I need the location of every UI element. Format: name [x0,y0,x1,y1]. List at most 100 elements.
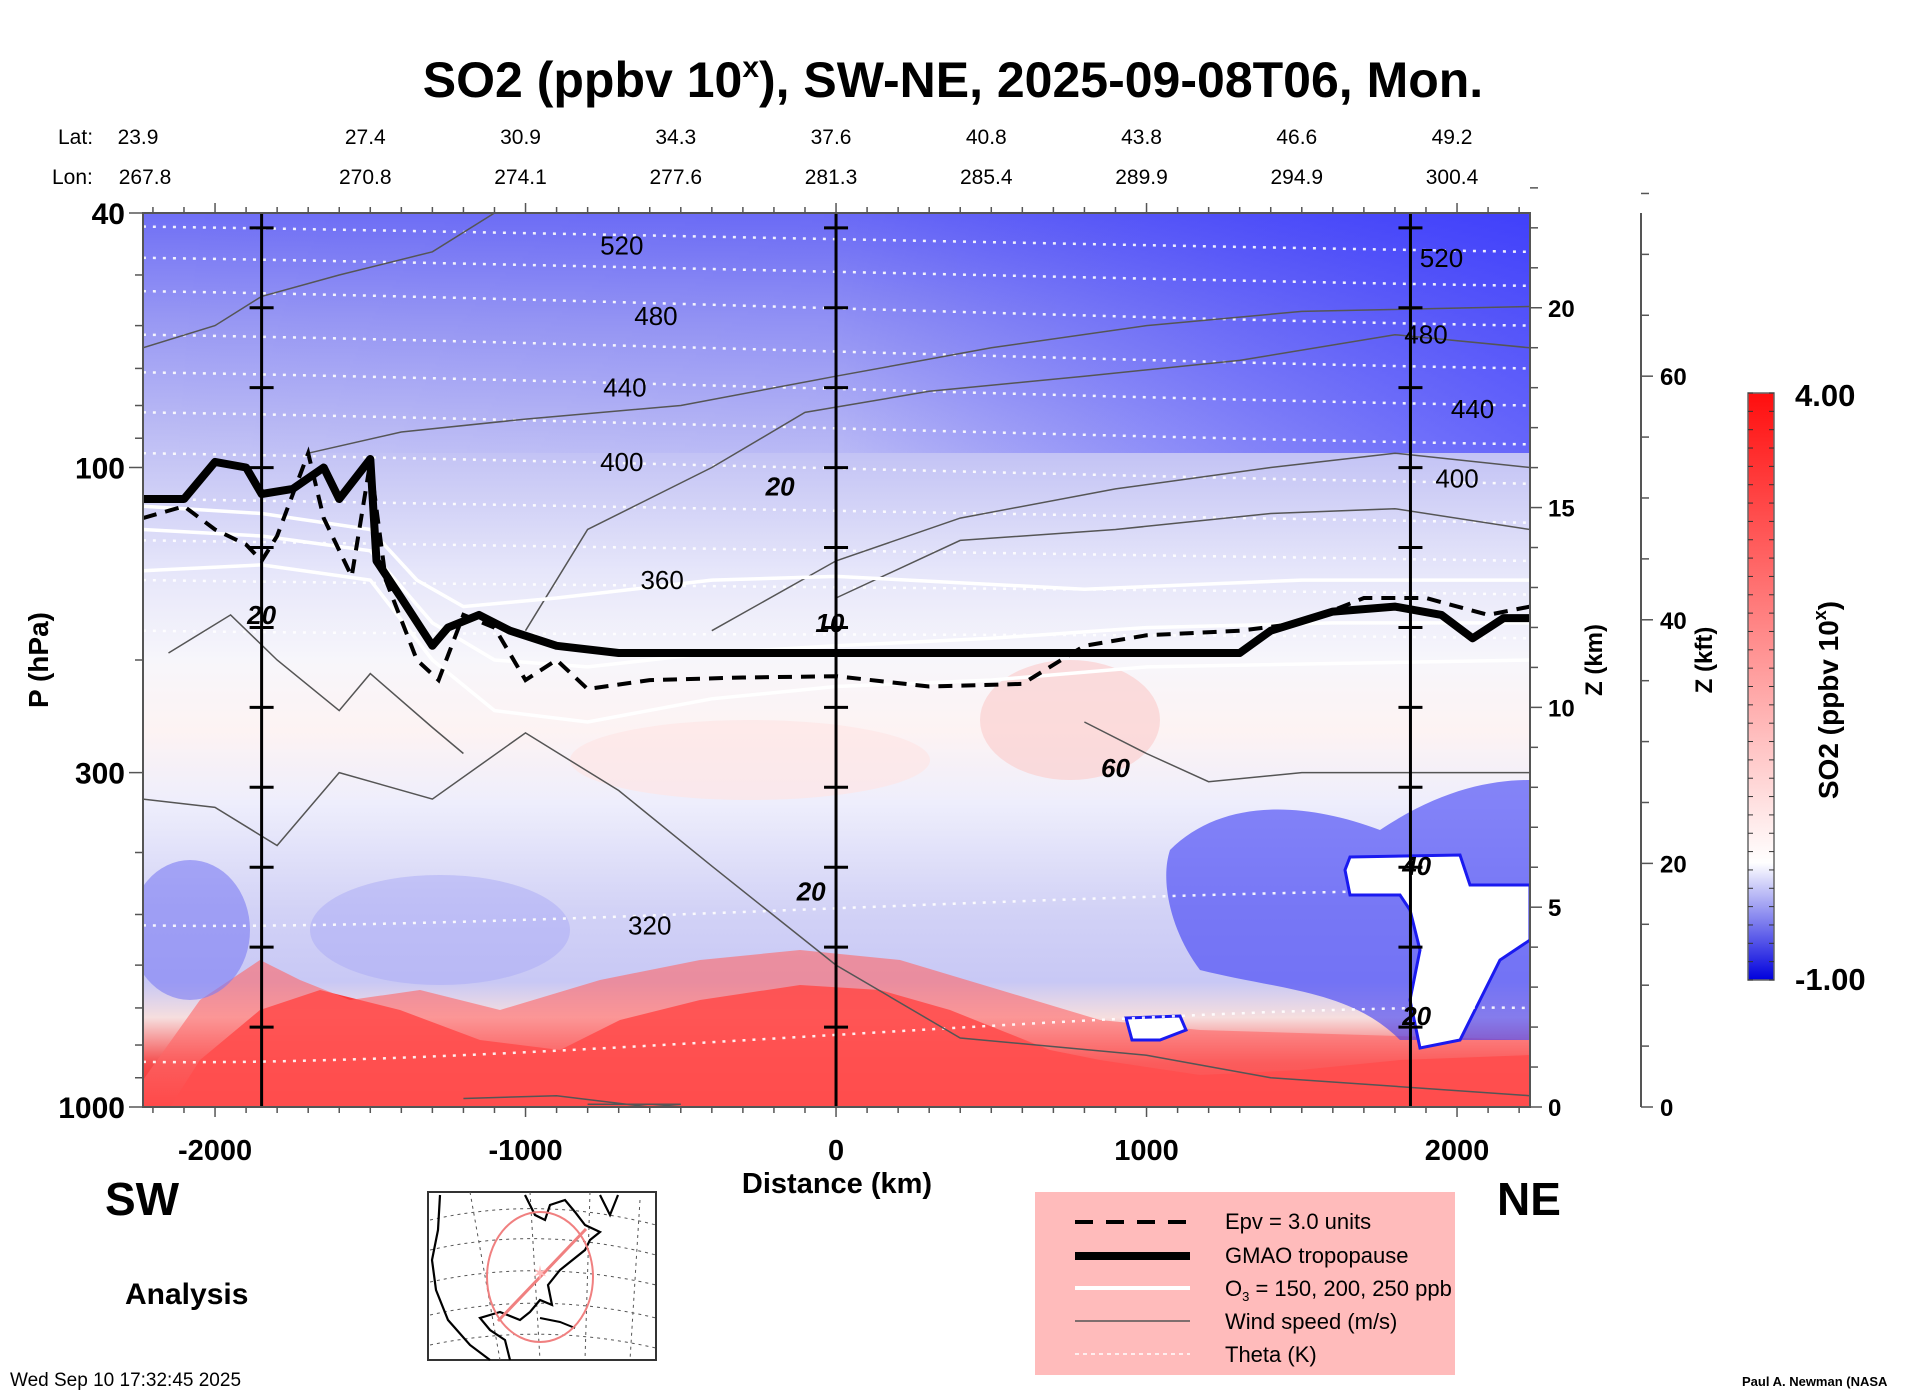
theta-label: 360 [640,565,683,595]
z-km-tick-label: 5 [1548,895,1561,922]
theta-label: 520 [600,231,643,261]
so2-missing-white [1343,853,1530,1050]
o3-contour [143,527,1530,669]
so2-mid-pink2 [570,720,930,800]
legend-tropopause-label: GMAO tropopause [1225,1243,1408,1268]
theta-line [143,333,1530,370]
z-km-tick-label: 20 [1548,296,1575,323]
wind-contour [168,613,464,755]
legend-o3-label: O3 = 150, 200, 250 ppb [1225,1276,1452,1304]
wind-contour [463,1094,681,1107]
wind-speed-label: 40 [1401,851,1431,881]
colorbar-label: SO2 (ppbv 10x) [1810,601,1844,799]
inset-map: ✶ [427,1191,657,1361]
lat-value: 34.3 [655,126,696,149]
theta-label: 320 [628,910,671,940]
footer-timestamp: Wed Sep 10 17:32:45 2025 [10,1370,241,1391]
lon-value: 300.4 [1426,166,1479,189]
wind-contour [143,732,1530,1097]
colorbar-ticks [1748,392,1774,981]
theta-line [143,578,1530,596]
so2-mid-pinkish [980,660,1160,780]
lon-value: 281.3 [805,166,858,189]
z-km-axis-label: Z (km) [1581,624,1608,696]
lat-value: 49.2 [1432,126,1473,149]
z-kft-tick-label: 0 [1660,1095,1673,1122]
theta-line [143,411,1530,446]
lat-value: 27.4 [345,126,386,149]
z-kft-tick-label: 60 [1660,364,1687,391]
theta-label: 520 [1420,243,1463,273]
map-graticule [429,1191,657,1361]
lat-value: 23.9 [118,126,159,149]
wind-labels: 20 20 10 60 20 40 20 [246,471,1432,1030]
tropopause-line [143,455,1530,657]
colorbar-min-label: -1.00 [1795,962,1866,997]
x-axis-ticks: -2000 -1000 0 1000 2000 [152,203,1520,1167]
wind-speed-label: 60 [1101,753,1130,783]
z-km-tick-label: 10 [1548,695,1575,722]
x-tick-label: -1000 [488,1135,562,1167]
z-kft-axis: 0 20 40 60 [1641,192,1687,1122]
y-tick-label: 40 [92,198,125,231]
analysis-label: Analysis [125,1278,248,1311]
lon-value: 267.8 [119,166,172,189]
theta-label: 480 [1404,320,1447,350]
lat-value: 46.6 [1276,126,1317,149]
legend-epv-label: Epv = 3.0 units [1225,1209,1371,1234]
lat-value: 37.6 [811,126,852,149]
wind-contour [1084,721,1530,783]
theta-label: 480 [634,301,677,331]
theta-line [143,289,1530,327]
theta-label: 440 [1451,394,1494,424]
lon-value: 274.1 [494,166,547,189]
theta-line [143,256,1530,288]
map-section-line [496,1227,588,1323]
z-km-tick-label: 0 [1548,1095,1561,1122]
theta-line [143,497,1530,524]
x-tick-label: 1000 [1114,1135,1179,1167]
theta-labels: 520 480 440 400 360 320 520 480 440 400 [600,231,1494,941]
lat-value: 40.8 [966,126,1007,149]
map-range-circle [486,1211,594,1343]
sw-label: SW [105,1173,180,1225]
legend-theta-label: Theta (K) [1225,1342,1317,1367]
coastline [430,1194,620,1361]
lon-value: 285.4 [960,166,1013,189]
y-axis-ticks: 40 100 300 1000 [58,198,143,1125]
legend: Epv = 3.0 units GMAO tropopause O3 = 150… [1035,1192,1455,1375]
theta-line [143,889,1530,928]
epv-line [143,446,1530,692]
so2-missing-white-2 [1124,1014,1188,1042]
lat-label: Lat: [58,126,93,149]
theta-line [143,225,1530,254]
vertical-marker-lines [249,213,1423,1107]
legend-box [1035,1192,1455,1375]
theta-line [143,629,1530,640]
z-km-axis: 0 5 10 15 20 [1530,187,1575,1122]
wind-speed-label: 20 [765,471,795,501]
map-center-star: ✶ [532,1263,549,1285]
theta-line [143,1006,1530,1064]
x-axis-label: Distance (km) [742,1168,932,1200]
legend-wind-label: Wind speed (m/s) [1225,1309,1397,1334]
z-kft-tick-label: 20 [1660,851,1687,878]
wind-speed-label: 20 [1401,1001,1431,1031]
wind-speed-label: 10 [815,608,844,638]
theta-contours [143,225,1530,1064]
so2-low-blue-center [310,875,570,985]
ozone-contours [143,504,1530,724]
lat-lon-values: 23.9 267.8 27.4 270.8 30.9 274.1 34.3 277.6 37.6… [118,126,1479,189]
lon-value: 294.9 [1271,166,1324,189]
x-tick-label: 2000 [1425,1135,1490,1167]
lon-label: Lon: [52,166,93,189]
chart-title: SO2 (ppbv 10x), SW-NE, 2025-09-08T06, Mo… [423,51,1483,108]
wind-contour [835,507,1530,599]
lat-value: 43.8 [1121,126,1162,149]
y-tick-label: 100 [75,452,125,485]
lon-value: 289.9 [1115,166,1168,189]
colorbar-max-label: 4.00 [1795,378,1855,413]
y-axis-label: P (hPa) [23,612,54,708]
